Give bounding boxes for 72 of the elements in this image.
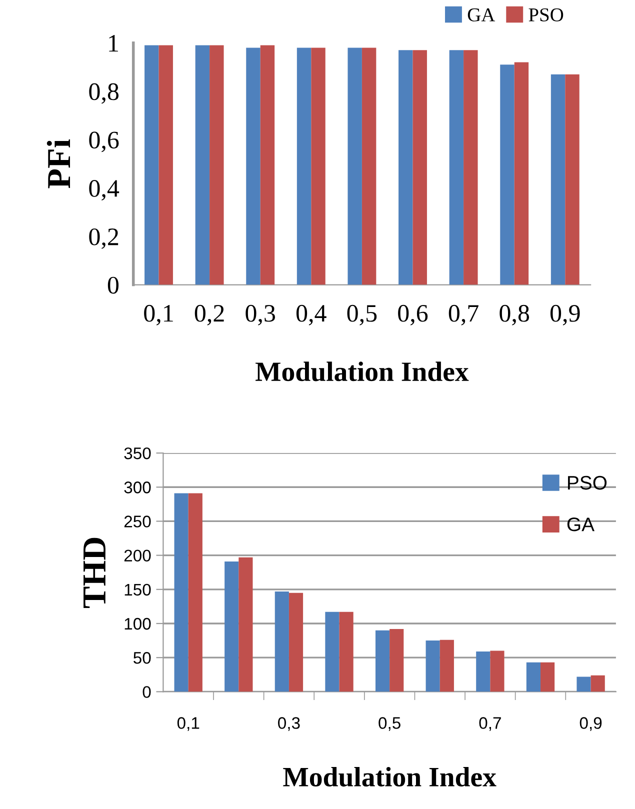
bar <box>144 45 159 285</box>
y-tick-label: 0 <box>142 686 151 698</box>
y-tick-label: 0,6 <box>89 132 119 152</box>
x-tick-label: 0,9 <box>550 304 580 326</box>
x-tick-label: 0,2 <box>194 304 224 326</box>
y-tick-label: 300 <box>124 482 151 494</box>
x-axis-title: Modulation Index <box>283 766 496 787</box>
bar <box>565 74 580 285</box>
x-tick-label: 0,7 <box>479 717 501 731</box>
bar <box>325 612 340 692</box>
x-tick-label: 0,4 <box>296 304 326 326</box>
bar <box>412 50 427 285</box>
y-tick-label: 150 <box>124 584 151 596</box>
y-tick-label: 0,4 <box>89 180 120 201</box>
bar <box>540 662 555 692</box>
bar <box>590 675 605 692</box>
bar <box>476 651 490 692</box>
x-tick-label: 0,3 <box>246 304 275 326</box>
bar <box>449 50 464 285</box>
x-tick-label: 0,1 <box>177 717 200 731</box>
bar <box>210 45 224 285</box>
bar <box>398 50 413 285</box>
bar <box>274 591 289 692</box>
x-tick-label: 0,6 <box>398 304 428 326</box>
bar <box>390 628 404 692</box>
bar <box>158 45 173 285</box>
bar <box>174 493 188 692</box>
bar <box>576 676 591 692</box>
bar <box>426 640 440 692</box>
y-tick-label: 0,8 <box>89 83 119 104</box>
legend-label: PSO <box>568 476 607 490</box>
bar <box>339 612 354 692</box>
bar <box>362 48 376 285</box>
y-axis-title: THD <box>84 538 106 608</box>
x-tick-label: 0,3 <box>278 717 300 731</box>
bar <box>238 557 253 692</box>
y-tick-label: 350 <box>124 447 151 460</box>
bar <box>296 48 312 285</box>
y-tick-label: 200 <box>124 550 151 562</box>
bar <box>260 45 275 285</box>
y-tick-label: 0 <box>108 276 119 294</box>
x-tick-label: 0,9 <box>580 717 602 731</box>
bar <box>514 62 529 285</box>
x-axis-title: Modulation Index <box>256 362 469 382</box>
bar <box>550 74 566 285</box>
bar <box>526 662 540 692</box>
bar <box>195 45 210 285</box>
bar <box>246 48 260 285</box>
x-tick-label: 0,5 <box>378 717 400 731</box>
bar <box>440 640 454 692</box>
bar <box>348 48 362 285</box>
x-tick-label: 0,1 <box>144 304 173 326</box>
bar <box>224 561 239 692</box>
bar <box>490 650 504 692</box>
y-axis-title: PFi <box>46 139 70 188</box>
legend-label: GA <box>468 8 496 22</box>
legend-label: PSO <box>528 8 564 22</box>
bar <box>288 592 304 692</box>
x-tick-label: 0,5 <box>347 304 377 326</box>
y-tick-label: 1 <box>109 35 118 52</box>
x-tick-label: 0,7 <box>448 304 478 326</box>
bar <box>464 50 478 285</box>
bar <box>500 64 514 285</box>
y-tick-label: 100 <box>124 618 151 630</box>
y-tick-label: 50 <box>134 652 151 664</box>
y-tick-label: 0,2 <box>89 228 118 249</box>
legend-label: GA <box>567 517 594 532</box>
bar <box>375 630 390 692</box>
y-tick-label: 250 <box>124 516 151 528</box>
bar <box>188 493 202 692</box>
bar <box>311 48 326 285</box>
x-tick-label: 0,8 <box>500 304 530 326</box>
